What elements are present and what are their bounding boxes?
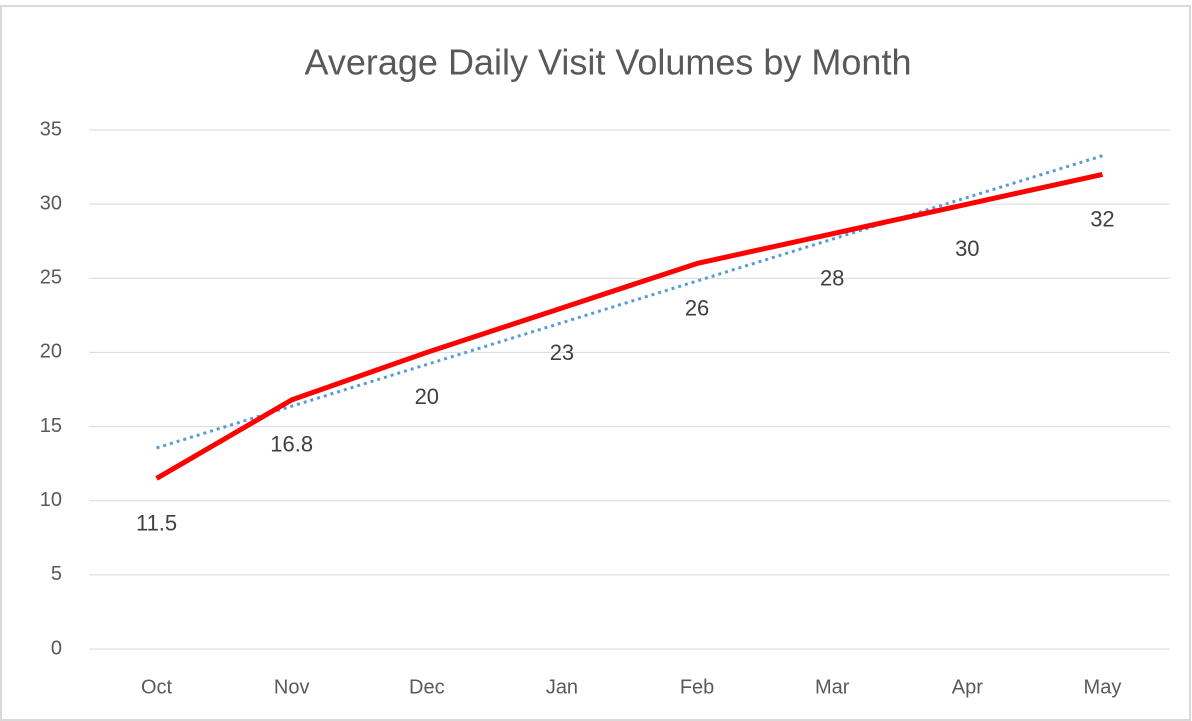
y-tick-label: 10 <box>40 489 62 511</box>
x-tick-label: Feb <box>680 676 714 698</box>
data-label: 23 <box>550 340 574 365</box>
x-tick-label: Jan <box>546 676 578 698</box>
y-tick-label: 20 <box>40 341 62 363</box>
x-tick-label: Mar <box>815 676 850 698</box>
y-tick-label: 0 <box>51 637 62 659</box>
y-tick-label: 35 <box>40 118 62 140</box>
chart-border <box>0 5 1191 721</box>
x-tick-label: Oct <box>141 676 173 698</box>
chart-title: Average Daily Visit Volumes by Month <box>305 42 912 83</box>
x-tick-label: Dec <box>409 676 445 698</box>
data-label: 20 <box>415 384 439 409</box>
data-label: 28 <box>820 266 844 291</box>
y-tick-label: 5 <box>51 563 62 585</box>
x-tick-label: Nov <box>274 676 310 698</box>
y-tick-label: 30 <box>40 192 62 214</box>
data-label: 26 <box>685 295 709 320</box>
x-tick-label: May <box>1084 676 1122 698</box>
line-series <box>155 172 1103 481</box>
data-label: 32 <box>1090 206 1114 231</box>
y-tick-label: 25 <box>40 267 62 289</box>
y-tick-label: 15 <box>40 415 62 437</box>
x-tick-label: Apr <box>952 676 983 698</box>
data-label: 30 <box>955 236 979 261</box>
data-label: 11.5 <box>136 510 177 535</box>
data-label: 16.8 <box>270 432 313 457</box>
